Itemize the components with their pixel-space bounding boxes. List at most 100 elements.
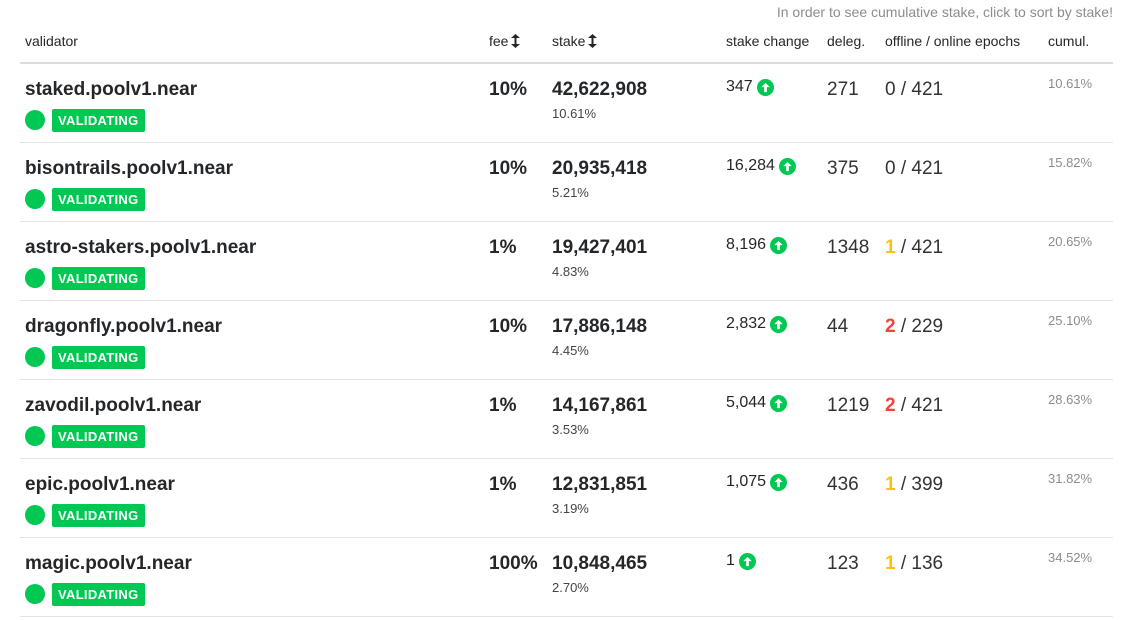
table-row[interactable]: zavodil.poolv1.near VALIDATING 1% 14,167… bbox=[20, 380, 1113, 459]
delegators-count: 271 bbox=[827, 79, 859, 100]
epochs: 0 / 421 bbox=[885, 158, 943, 180]
status-dot-icon bbox=[25, 426, 45, 446]
epochs: 2 / 229 bbox=[885, 316, 943, 338]
delegators-count: 1348 bbox=[827, 237, 870, 258]
cumulative-stake-hint: In order to see cumulative stake, click … bbox=[776, 4, 1113, 20]
stake-value: 19,427,401 bbox=[552, 237, 648, 258]
stake-value: 14,167,861 bbox=[552, 395, 648, 416]
header-cumulative: cumul. bbox=[1048, 33, 1090, 49]
epochs: 1 / 399 bbox=[885, 474, 943, 496]
status-dot-icon bbox=[25, 189, 45, 209]
stake-percent: 3.53% bbox=[552, 422, 589, 437]
table-row[interactable]: staked.poolv1.near VALIDATING 10% 42,622… bbox=[20, 64, 1113, 143]
status: VALIDATING bbox=[25, 582, 145, 606]
epochs: 1 / 421 bbox=[885, 237, 943, 259]
cumulative-stake: 15.82% bbox=[1048, 155, 1093, 170]
validator-name[interactable]: zavodil.poolv1.near bbox=[25, 395, 202, 416]
offline-epochs: 0 bbox=[885, 158, 896, 179]
fee-value: 100% bbox=[489, 553, 538, 574]
stake-change: 347 bbox=[726, 78, 774, 96]
validator-name[interactable]: magic.poolv1.near bbox=[25, 553, 192, 574]
stake-change-value: 8,196 bbox=[726, 236, 767, 253]
header-fee-sort[interactable]: fee bbox=[489, 33, 521, 49]
table-row[interactable]: dragonfly.poolv1.near VALIDATING 10% 17,… bbox=[20, 301, 1113, 380]
stake-percent: 4.45% bbox=[552, 343, 589, 358]
status-badge: VALIDATING bbox=[52, 108, 145, 132]
stake-change: 8,196 bbox=[726, 236, 788, 254]
fee-value: 1% bbox=[489, 395, 517, 416]
arrow-up-icon bbox=[778, 157, 796, 175]
stake-change: 2,832 bbox=[726, 315, 788, 333]
stake-percent: 5.21% bbox=[552, 185, 589, 200]
status-dot-icon bbox=[25, 505, 45, 525]
online-epochs: / 229 bbox=[900, 316, 944, 337]
epochs: 2 / 421 bbox=[885, 395, 943, 417]
validator-name[interactable]: bisontrails.poolv1.near bbox=[25, 158, 233, 179]
fee-value: 10% bbox=[489, 79, 528, 100]
stake-value: 20,935,418 bbox=[552, 158, 648, 179]
cumulative-stake: 20.65% bbox=[1048, 234, 1093, 249]
status-dot-icon bbox=[25, 347, 45, 367]
stake-change-value: 1,075 bbox=[726, 473, 767, 490]
arrow-up-icon bbox=[770, 236, 788, 254]
online-epochs: / 136 bbox=[900, 553, 944, 574]
offline-epochs: 1 bbox=[885, 474, 896, 495]
status-badge: VALIDATING bbox=[52, 187, 145, 211]
delegators-count: 1219 bbox=[827, 395, 870, 416]
fee-value: 10% bbox=[489, 158, 528, 179]
cumulative-stake: 25.10% bbox=[1048, 313, 1093, 328]
validator-name[interactable]: staked.poolv1.near bbox=[25, 79, 198, 100]
delegators-count: 436 bbox=[827, 474, 859, 495]
sort-icon bbox=[588, 34, 598, 48]
stake-change-value: 1 bbox=[726, 552, 735, 569]
header-fee-label: fee bbox=[489, 33, 509, 49]
offline-epochs: 1 bbox=[885, 553, 896, 574]
status: VALIDATING bbox=[25, 345, 145, 369]
stake-percent: 4.83% bbox=[552, 264, 589, 279]
status-dot-icon bbox=[25, 584, 45, 604]
offline-epochs: 2 bbox=[885, 316, 896, 337]
table-row[interactable]: magic.poolv1.near VALIDATING 100% 10,848… bbox=[20, 538, 1113, 617]
offline-epochs: 0 bbox=[885, 79, 896, 100]
cumulative-stake: 10.61% bbox=[1048, 76, 1093, 91]
fee-value: 1% bbox=[489, 474, 517, 495]
table-header: validator fee stake stake change deleg. … bbox=[20, 22, 1113, 64]
table-row[interactable]: astro-stakers.poolv1.near VALIDATING 1% … bbox=[20, 222, 1113, 301]
fee-value: 1% bbox=[489, 237, 517, 258]
cumulative-stake: 31.82% bbox=[1048, 471, 1093, 486]
stake-change: 5,044 bbox=[726, 394, 788, 412]
header-validator: validator bbox=[25, 33, 78, 49]
header-stake-sort[interactable]: stake bbox=[552, 33, 598, 49]
stake-value: 12,831,851 bbox=[552, 474, 648, 495]
sort-icon bbox=[511, 34, 521, 48]
arrow-up-icon bbox=[738, 552, 756, 570]
online-epochs: / 421 bbox=[900, 395, 944, 416]
epochs: 1 / 136 bbox=[885, 553, 943, 575]
stake-value: 42,622,908 bbox=[552, 79, 648, 100]
validator-name[interactable]: dragonfly.poolv1.near bbox=[25, 316, 223, 337]
offline-epochs: 1 bbox=[885, 237, 896, 258]
table-row[interactable]: epic.poolv1.near VALIDATING 1% 12,831,85… bbox=[20, 459, 1113, 538]
online-epochs: / 421 bbox=[900, 158, 944, 179]
offline-epochs: 2 bbox=[885, 395, 896, 416]
validator-name[interactable]: epic.poolv1.near bbox=[25, 474, 175, 495]
online-epochs: / 421 bbox=[900, 237, 944, 258]
arrow-up-icon bbox=[770, 315, 788, 333]
status: VALIDATING bbox=[25, 503, 145, 527]
online-epochs: / 421 bbox=[900, 79, 944, 100]
table-row[interactable]: bisontrails.poolv1.near VALIDATING 10% 2… bbox=[20, 143, 1113, 222]
stake-change-value: 16,284 bbox=[726, 157, 775, 174]
stake-change: 1,075 bbox=[726, 473, 788, 491]
status: VALIDATING bbox=[25, 266, 145, 290]
status-dot-icon bbox=[25, 268, 45, 288]
status-badge: VALIDATING bbox=[52, 582, 145, 606]
validators-table: validator fee stake stake change deleg. … bbox=[20, 22, 1113, 617]
stake-change: 1 bbox=[726, 552, 756, 570]
validator-name[interactable]: astro-stakers.poolv1.near bbox=[25, 237, 257, 258]
cumulative-stake: 34.52% bbox=[1048, 550, 1093, 565]
epochs: 0 / 421 bbox=[885, 79, 943, 101]
arrow-up-icon bbox=[770, 394, 788, 412]
header-epochs: offline / online epochs bbox=[885, 33, 1021, 49]
status-badge: VALIDATING bbox=[52, 266, 145, 290]
stake-change-value: 5,044 bbox=[726, 394, 767, 411]
